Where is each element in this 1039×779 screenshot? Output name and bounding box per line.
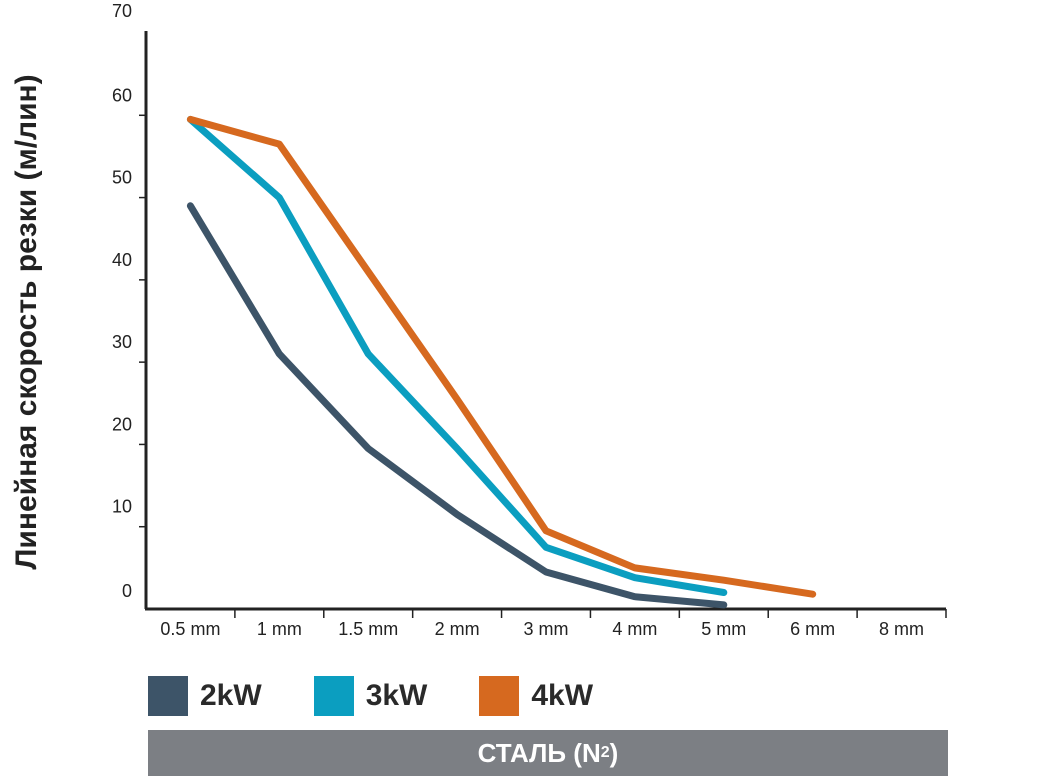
material-banner: СТАЛЬ (N 2) — [148, 730, 948, 776]
series-line-3kw — [186, 115, 728, 596]
x-tick-label: 4 mm — [612, 619, 657, 639]
legend-swatch-4kw — [479, 676, 520, 716]
x-tick-label: 0.5 mm — [160, 619, 220, 639]
legend-item-3kw: 3kW — [313, 676, 428, 716]
y-axis-ticks: 0 10 20 30 40 50 60 70 — [112, 1, 146, 601]
banner-subscript: 2 — [600, 744, 610, 761]
y-tick-label: 60 — [112, 85, 132, 105]
x-tick-label: 6 mm — [790, 619, 835, 639]
legend-label-2kw: 2kW — [200, 679, 262, 712]
x-tick-label: 5 mm — [701, 619, 746, 639]
legend-item-2kw: 2kW — [148, 676, 262, 716]
legend-swatch-3kw — [313, 676, 354, 716]
banner-text: СТАЛЬ (N — [477, 737, 601, 768]
legend-label-4kw: 4kW — [531, 679, 594, 712]
chart-axes — [144, 31, 946, 611]
series-line-2kw — [186, 202, 728, 609]
y-tick-label: 40 — [112, 250, 132, 270]
y-tick-label: 0 — [122, 581, 132, 601]
legend-item-4kw: 4kW — [479, 676, 593, 716]
legend-swatch-2kw — [148, 676, 188, 716]
y-tick-label: 30 — [112, 332, 132, 352]
line-chart: 0.5 mm 1 mm 1.5 mm 2 mm 3 mm 4 mm 5 mm 6 mm 8 mm… — [10, 1, 947, 639]
x-tick-label: 2 mm — [435, 619, 480, 639]
y-tick-label: 10 — [112, 497, 132, 517]
legend-label-3kw: 3kW — [365, 679, 428, 712]
x-tick-label: 1 mm — [257, 619, 302, 639]
y-tick-label: 50 — [112, 168, 132, 188]
y-tick-label: 20 — [112, 414, 132, 434]
x-tick-label: 1.5 mm — [338, 619, 398, 639]
x-tick-label: 3 mm — [524, 619, 569, 639]
chart-legend: 2kW 3kW 4kW — [148, 676, 645, 716]
chart-series — [186, 115, 817, 609]
x-axis-ticks: 0.5 mm 1 mm 1.5 mm 2 mm 3 mm 4 mm 5 mm 6 mm 8 mm — [160, 609, 947, 639]
x-tick-label: 8 mm — [879, 619, 924, 639]
y-axis-label: Линейная скорость резки (м/лин) — [10, 74, 43, 569]
banner-suffix: ) — [609, 737, 619, 768]
series-line-4kw — [186, 115, 817, 598]
y-tick-label: 70 — [112, 1, 132, 21]
